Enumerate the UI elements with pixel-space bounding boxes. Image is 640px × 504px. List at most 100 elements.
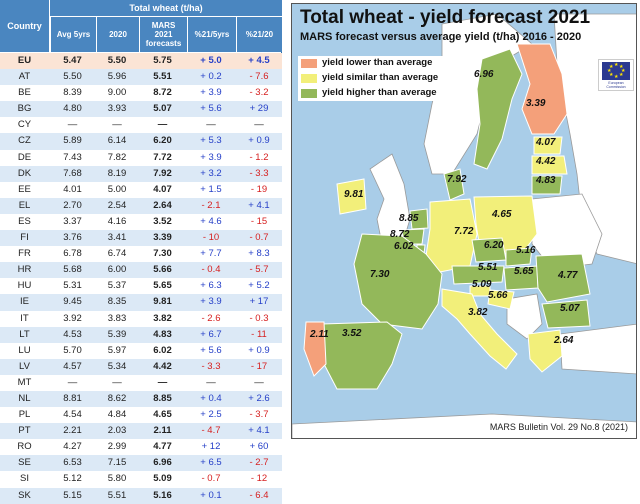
table-row: DE 7.43 7.82 7.72 + 3.9 - 1.2: [0, 149, 282, 166]
mars-cell: 5.75: [153, 55, 172, 66]
greece-shape: [527, 329, 563, 373]
pct20-cell: —: [254, 376, 264, 388]
avg5-cell: 5.15: [63, 489, 82, 501]
map-label-hr: 5.66: [488, 290, 508, 301]
avg5-cell: 7.43: [63, 151, 82, 163]
country-cell: IE: [20, 296, 29, 308]
pct20-cell: - 0.7: [249, 232, 269, 244]
european-commission-logo: ★ ★ ★ ★ ★ ★ ★ ★ European Commission: [598, 59, 634, 91]
mars-cell: 5.16: [153, 489, 172, 501]
table-row: FI 3.76 3.41 3.39 - 10 - 0.7: [0, 230, 282, 247]
table-row: EE 4.01 5.00 4.07 + 1.5 - 19: [0, 181, 282, 198]
avg5-cell: —: [67, 376, 78, 388]
pct5-cell: —: [206, 119, 216, 131]
avg5-cell: 5.89: [63, 135, 82, 147]
table-row: HR 5.68 6.00 5.66 - 0.4 - 5.7: [0, 262, 282, 279]
map-label-pl: 4.65: [492, 209, 512, 220]
map-source: MARS Bulletin Vol. 29 No.8 (2021): [489, 422, 628, 432]
pct5-cell: + 0.4: [200, 392, 222, 404]
y2020-cell: 2.54: [107, 199, 127, 211]
avg5-cell: 4.27: [63, 441, 82, 453]
pct5-cell: - 2.6: [201, 312, 221, 324]
legend-higher-label: yield higher than average: [322, 87, 437, 98]
pct20-cell: + 0.9: [248, 135, 270, 147]
mars-cell: 4.65: [153, 409, 172, 421]
y2020-cell: 5.80: [107, 473, 127, 485]
table-row: IE 9.45 8.35 9.81 + 3.9 + 17: [0, 294, 282, 311]
avg5-cell: 5.50: [63, 71, 82, 83]
pct5-cell: - 4.7: [201, 425, 221, 437]
eu-logo-caption: European Commission: [606, 81, 626, 89]
table-row: IT 3.92 3.83 3.82 - 2.6 - 0.3: [0, 310, 282, 327]
pct5-cell: - 2.1: [201, 199, 221, 211]
table-header: Country Total wheat (t/ha) Avg 5yrs 2020…: [0, 0, 282, 52]
country-cell: HR: [17, 264, 32, 276]
table-row: EL 2.70 2.54 2.64 - 2.1 + 4.1: [0, 197, 282, 214]
mars-cell: 5.09: [153, 473, 172, 485]
table-row: PT 2.21 2.03 2.11 - 4.7 + 4.1: [0, 423, 282, 440]
pct20-cell: + 4.1: [248, 425, 270, 437]
europe-map-svg: [292, 4, 636, 438]
mars-cell: 8.85: [153, 392, 172, 404]
country-cell: DE: [17, 151, 32, 163]
pct20-cell: + 0.9: [248, 344, 270, 356]
country-cell: LV: [19, 360, 30, 372]
table-row: FR 6.78 6.74 7.30 + 7.7 + 8.3: [0, 246, 282, 263]
mars-cell: 7.72: [153, 151, 172, 163]
pct20-cell: - 5.7: [249, 264, 269, 276]
avg5-cell: 4.54: [63, 409, 82, 421]
map-label-cz: 6.20: [484, 240, 504, 251]
map-label-fi: 3.39: [526, 98, 546, 109]
map-label-bg: 5.07: [560, 303, 580, 314]
mars-cell: 4.83: [153, 328, 172, 340]
country-cell: HU: [17, 280, 32, 292]
y2020-cell: 5.34: [107, 360, 127, 372]
map-label-el: 2.64: [554, 335, 574, 346]
y2020-cell: —: [112, 119, 122, 131]
map-label-lt: 4.83: [536, 175, 556, 186]
avg5-cell: 8.39: [63, 87, 82, 99]
avg5-cell: 4.53: [63, 328, 82, 340]
mars-cell: —: [157, 119, 168, 131]
country-cell: SI: [20, 473, 29, 485]
denmark-shape: [443, 168, 465, 201]
table-row: AT 5.50 5.96 5.51 + 0.2 - 7.6: [0, 69, 282, 86]
country-cell: NL: [18, 392, 31, 404]
pct5-cell: + 0.2: [200, 71, 222, 83]
netherlands-shape: [409, 208, 429, 230]
pct20-cell: + 5.2: [248, 280, 270, 292]
map-title: Total wheat - yield forecast 2021: [300, 7, 591, 28]
y2020-cell: 2.03: [107, 425, 127, 437]
pct5-cell: + 0.1: [200, 489, 222, 501]
yield-table: Country Total wheat (t/ha) Avg 5yrs 2020…: [0, 0, 282, 504]
avg5-cell: 5.47: [63, 55, 82, 66]
eu-flag-icon: ★ ★ ★ ★ ★ ★ ★ ★: [602, 62, 630, 80]
mars-cell: —: [157, 376, 168, 388]
map-label-nl: 8.85: [399, 213, 419, 224]
mars-cell: 2.11: [153, 425, 172, 437]
pct20-cell: - 0.3: [249, 312, 269, 324]
swatch-higher: [301, 89, 317, 98]
y2020-cell: 6.00: [107, 264, 127, 276]
belarus-ukraine-land: [531, 193, 603, 270]
map-label-ie: 9.81: [344, 189, 364, 200]
pct20-cell: —: [254, 119, 264, 131]
country-cell: SK: [18, 489, 31, 501]
y2020-cell: 6.74: [107, 248, 127, 260]
country-cell: MT: [17, 376, 32, 388]
pct5-cell: - 3.3: [201, 360, 221, 372]
map-label-pt: 2.11: [310, 329, 329, 340]
map-label-be: 8.72: [390, 229, 410, 240]
pct20-cell: + 4.5: [248, 55, 270, 66]
pct20-cell: - 17: [250, 360, 268, 372]
map-label-se: 6.96: [474, 69, 494, 80]
y2020-cell: 5.50: [107, 55, 127, 66]
country-cell: BE: [18, 87, 31, 99]
table-row: SK 5.15 5.51 5.16 + 0.1 - 6.4: [0, 487, 282, 504]
map-label-si: 5.09: [472, 279, 492, 290]
group-header: Total wheat (t/ha): [50, 0, 282, 17]
mars-cell: 7.92: [153, 167, 172, 179]
table-row: LV 4.57 5.34 4.42 - 3.3 - 17: [0, 358, 282, 375]
map-label-de: 7.72: [454, 226, 474, 237]
country-cell: FI: [20, 232, 29, 244]
